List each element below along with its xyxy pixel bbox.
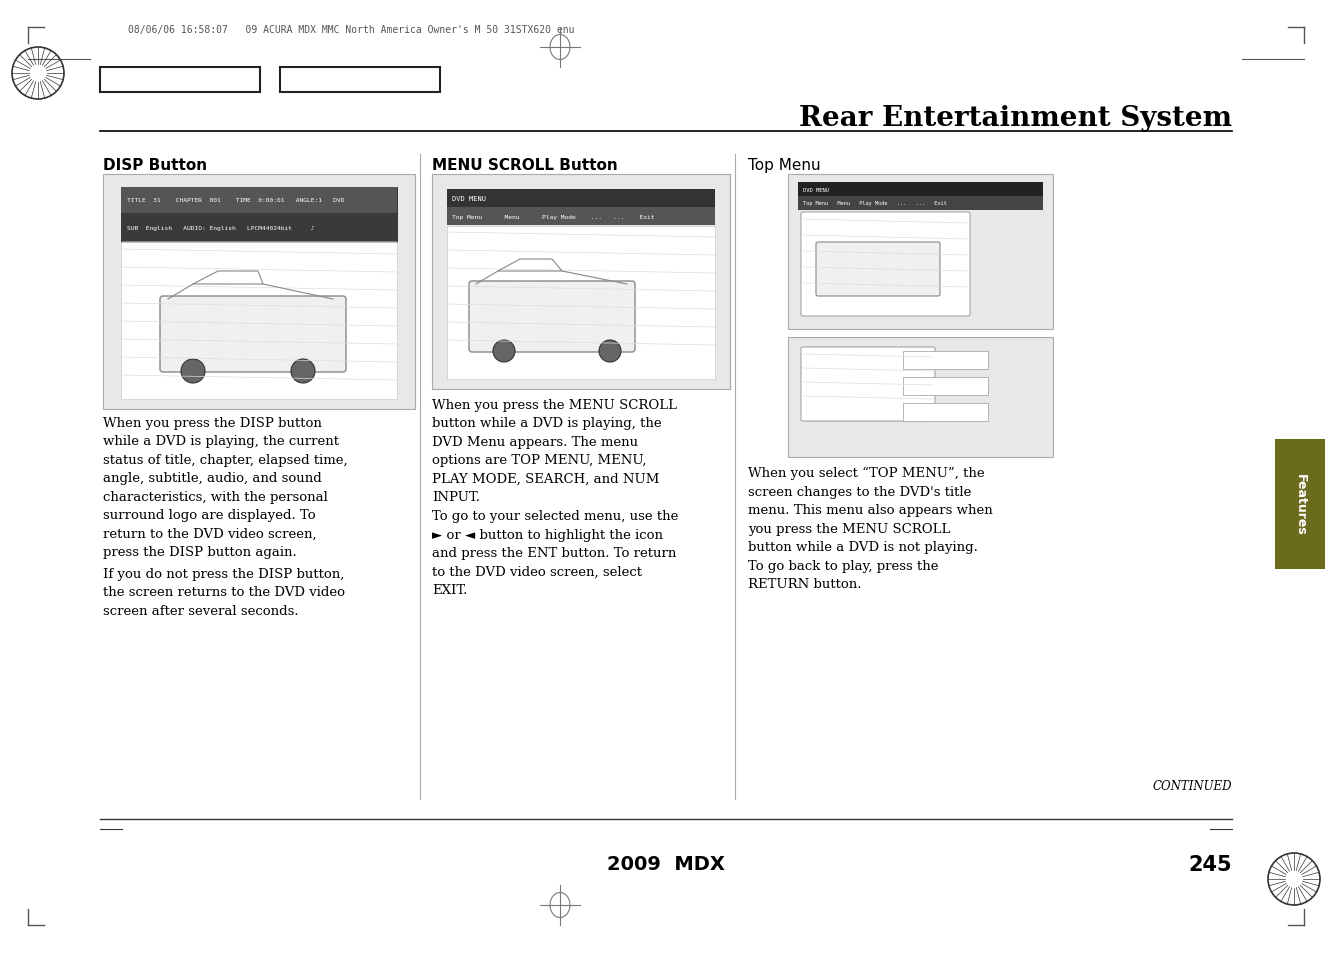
FancyBboxPatch shape [817,243,940,296]
Circle shape [290,359,314,384]
Bar [121,188,397,243]
Bar [1275,439,1325,569]
Bar [100,68,260,92]
Bar [903,352,988,370]
Bar [789,174,1054,330]
Text: Rear Entertainment System: Rear Entertainment System [799,105,1232,132]
Text: Features: Features [1293,474,1307,536]
Bar [798,196,1043,211]
Text: DVD MENU: DVD MENU [803,188,829,193]
Bar [798,183,1043,196]
Text: Top Menu      Menu      Play Mode    ...   ...    Exit: Top Menu Menu Play Mode ... ... Exit [452,214,654,219]
FancyBboxPatch shape [160,296,346,373]
Text: 08/06/06 16:58:07   09 ACURA MDX MMC North America Owner's M 50 31STX620 enu: 08/06/06 16:58:07 09 ACURA MDX MMC North… [128,25,574,35]
Bar [121,243,397,399]
Text: Top Menu   Menu   Play Mode   ...   ...   Exit: Top Menu Menu Play Mode ... ... Exit [803,201,947,206]
Text: 245: 245 [1188,854,1232,874]
Circle shape [181,359,205,384]
Text: TITLE  31    CHAPTER  001    TIME  0:00:01   ANGLE:1   DVD: TITLE 31 CHAPTER 001 TIME 0:00:01 ANGLE:… [127,198,345,203]
Text: DVD MENU: DVD MENU [452,195,486,202]
Circle shape [599,340,621,363]
Bar [280,68,440,92]
Bar [432,174,730,390]
FancyBboxPatch shape [469,282,635,353]
Text: Top Menu: Top Menu [749,158,821,172]
Text: When you select “TOP MENU”, the
screen changes to the DVD's title
menu. This men: When you select “TOP MENU”, the screen c… [749,467,992,591]
Text: MENU SCROLL Button: MENU SCROLL Button [432,158,618,172]
Bar [121,188,397,213]
Bar [903,403,988,421]
Text: DISP Button: DISP Button [103,158,206,172]
Text: When you press the MENU SCROLL
button while a DVD is playing, the
DVD Menu appea: When you press the MENU SCROLL button wh… [432,398,677,504]
Bar [448,190,715,208]
Text: SUB  English   AUDIO: English   LPCM44024bit     ♪: SUB English AUDIO: English LPCM44024bit … [127,225,314,231]
Bar [448,227,715,379]
Bar [789,337,1054,457]
Text: 2009  MDX: 2009 MDX [607,855,725,874]
Bar [448,208,715,226]
FancyBboxPatch shape [801,348,935,421]
Text: When you press the DISP button
while a DVD is playing, the current
status of tit: When you press the DISP button while a D… [103,416,348,558]
Text: If you do not press the DISP button,
the screen returns to the DVD video
screen : If you do not press the DISP button, the… [103,567,345,618]
Text: To go to your selected menu, use the
► or ◄ button to highlight the icon
and pre: To go to your selected menu, use the ► o… [432,510,678,597]
Bar [121,213,397,242]
Circle shape [493,340,515,363]
Bar [103,174,416,410]
Text: CONTINUED: CONTINUED [1152,780,1232,792]
FancyBboxPatch shape [801,213,970,316]
Bar [903,377,988,395]
